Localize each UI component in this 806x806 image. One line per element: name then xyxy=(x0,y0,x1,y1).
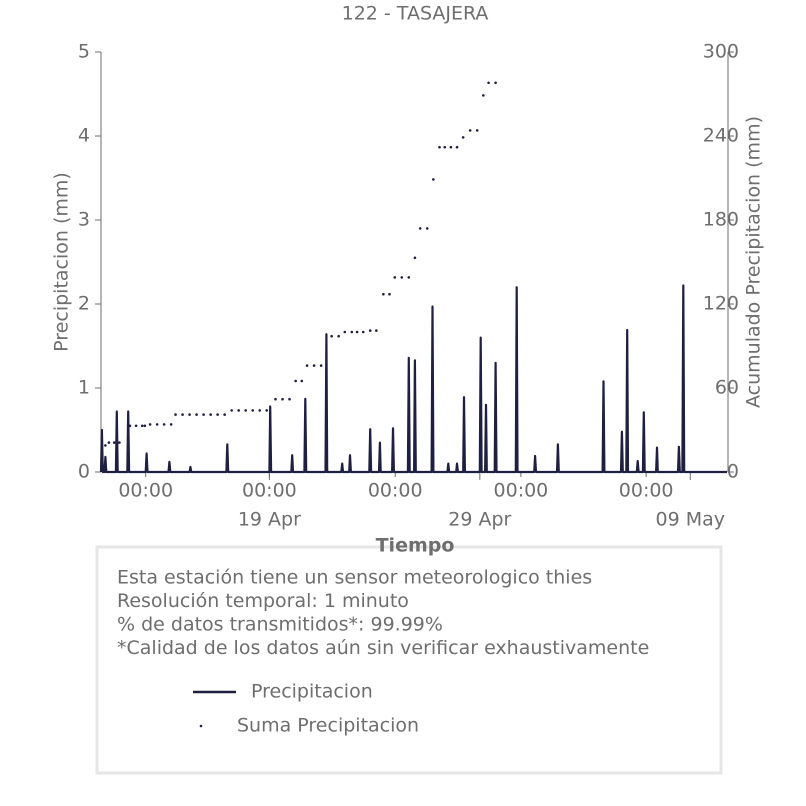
data-dot xyxy=(368,329,372,332)
data-dot xyxy=(244,409,247,412)
data-dot xyxy=(118,441,121,444)
data-dot xyxy=(407,276,411,279)
data-dot xyxy=(148,423,152,426)
data-dot xyxy=(288,397,291,401)
data-dot xyxy=(449,145,453,149)
data-dot xyxy=(388,292,391,296)
data-dot xyxy=(319,364,323,367)
y2-tick-label: 120 xyxy=(703,293,739,315)
y2-tick-label: 240 xyxy=(703,125,739,147)
data-dot xyxy=(258,409,262,412)
y2-tick-label: 300 xyxy=(703,41,739,63)
y-tick-label: 0 xyxy=(78,461,90,483)
x-tick-label: 00:00 xyxy=(242,480,297,502)
data-dot xyxy=(482,94,485,97)
data-dot xyxy=(337,334,340,338)
data-dot xyxy=(202,413,205,416)
data-dot xyxy=(140,424,144,428)
data-dot xyxy=(438,145,441,149)
data-dot xyxy=(432,178,435,181)
x-tick-label: 00:00 xyxy=(368,480,423,502)
x-tick-label: 00:00 xyxy=(118,480,173,502)
data-dot xyxy=(425,227,429,230)
y-axis-title: Precipitacion (mm) xyxy=(51,172,73,352)
data-dot xyxy=(274,397,277,401)
data-dot xyxy=(400,276,404,279)
data-dot xyxy=(230,409,233,412)
legend-label: Precipitacion xyxy=(251,681,373,703)
data-dot xyxy=(181,413,184,416)
note-text: Esta estación tiene un sensor meteorolog… xyxy=(117,567,592,589)
data-line xyxy=(99,284,728,474)
x-tick-label: 19 Apr xyxy=(238,509,301,531)
data-dot xyxy=(487,81,490,85)
y-tick-label: 2 xyxy=(78,293,90,315)
y-tick-label: 1 xyxy=(78,377,90,399)
data-dot xyxy=(350,330,354,334)
data-dot xyxy=(209,413,212,416)
data-dot xyxy=(305,364,309,367)
data-dot xyxy=(393,276,397,279)
data-dot xyxy=(361,330,365,334)
y-tick-label: 3 xyxy=(78,209,90,231)
legend-dot xyxy=(199,724,203,728)
data-dot xyxy=(355,330,359,334)
data-dot xyxy=(265,409,269,412)
data-dot xyxy=(169,423,173,426)
data-dot xyxy=(461,136,465,139)
y-tick-label: 5 xyxy=(78,41,90,63)
data-dot xyxy=(443,145,447,149)
y2-tick-label: 180 xyxy=(703,209,739,231)
x-tick-label: 29 Apr xyxy=(448,509,511,531)
data-dot xyxy=(188,413,191,416)
data-dot xyxy=(294,379,297,383)
x-tick-label: 00:00 xyxy=(494,480,549,502)
data-dot xyxy=(418,227,422,230)
note-text: % de datos transmitidos*: 99.99% xyxy=(117,614,443,636)
data-dot xyxy=(195,413,198,416)
y-tick-label: 4 xyxy=(78,125,90,147)
data-dot xyxy=(251,409,255,412)
data-dot xyxy=(237,409,240,412)
note-text: *Calidad de los datos aún sin verificar … xyxy=(117,637,649,659)
note-text: Resolución temporal: 1 minuto xyxy=(117,590,409,612)
data-dot xyxy=(375,329,378,332)
chart-title: 122 - TASAJERA xyxy=(342,3,489,25)
data-dot xyxy=(162,423,166,426)
data-dot xyxy=(343,330,347,334)
data-dot xyxy=(475,129,479,132)
data-dot xyxy=(468,129,472,132)
data-dot xyxy=(330,334,333,338)
data-dot xyxy=(134,424,138,428)
y2-axis-title: Acumulado Precipitacion (mm) xyxy=(743,116,765,408)
legend-box xyxy=(95,545,723,775)
data-dot xyxy=(155,423,159,426)
x-tick-label: 00:00 xyxy=(619,480,674,502)
data-dot xyxy=(455,145,459,149)
y2-tick-label: 0 xyxy=(727,461,739,483)
data-dot xyxy=(112,441,116,444)
data-dot xyxy=(223,413,226,416)
data-dot xyxy=(300,379,304,383)
data-dot xyxy=(382,292,385,296)
data-dot xyxy=(494,81,497,85)
data-dot xyxy=(174,413,177,416)
data-dot xyxy=(107,441,111,444)
data-dot xyxy=(128,424,132,428)
data-dot xyxy=(216,413,219,416)
x-tick-label: 09 May xyxy=(656,509,726,531)
data-dot xyxy=(413,256,417,260)
data-dot xyxy=(312,364,316,367)
x-axis-title: Tiempo xyxy=(376,535,455,557)
data-dot xyxy=(143,424,147,428)
legend-label: Suma Precipitacion xyxy=(237,715,419,737)
data-dot xyxy=(281,397,284,401)
data-dot xyxy=(104,444,107,447)
y2-tick-label: 60 xyxy=(715,377,739,399)
